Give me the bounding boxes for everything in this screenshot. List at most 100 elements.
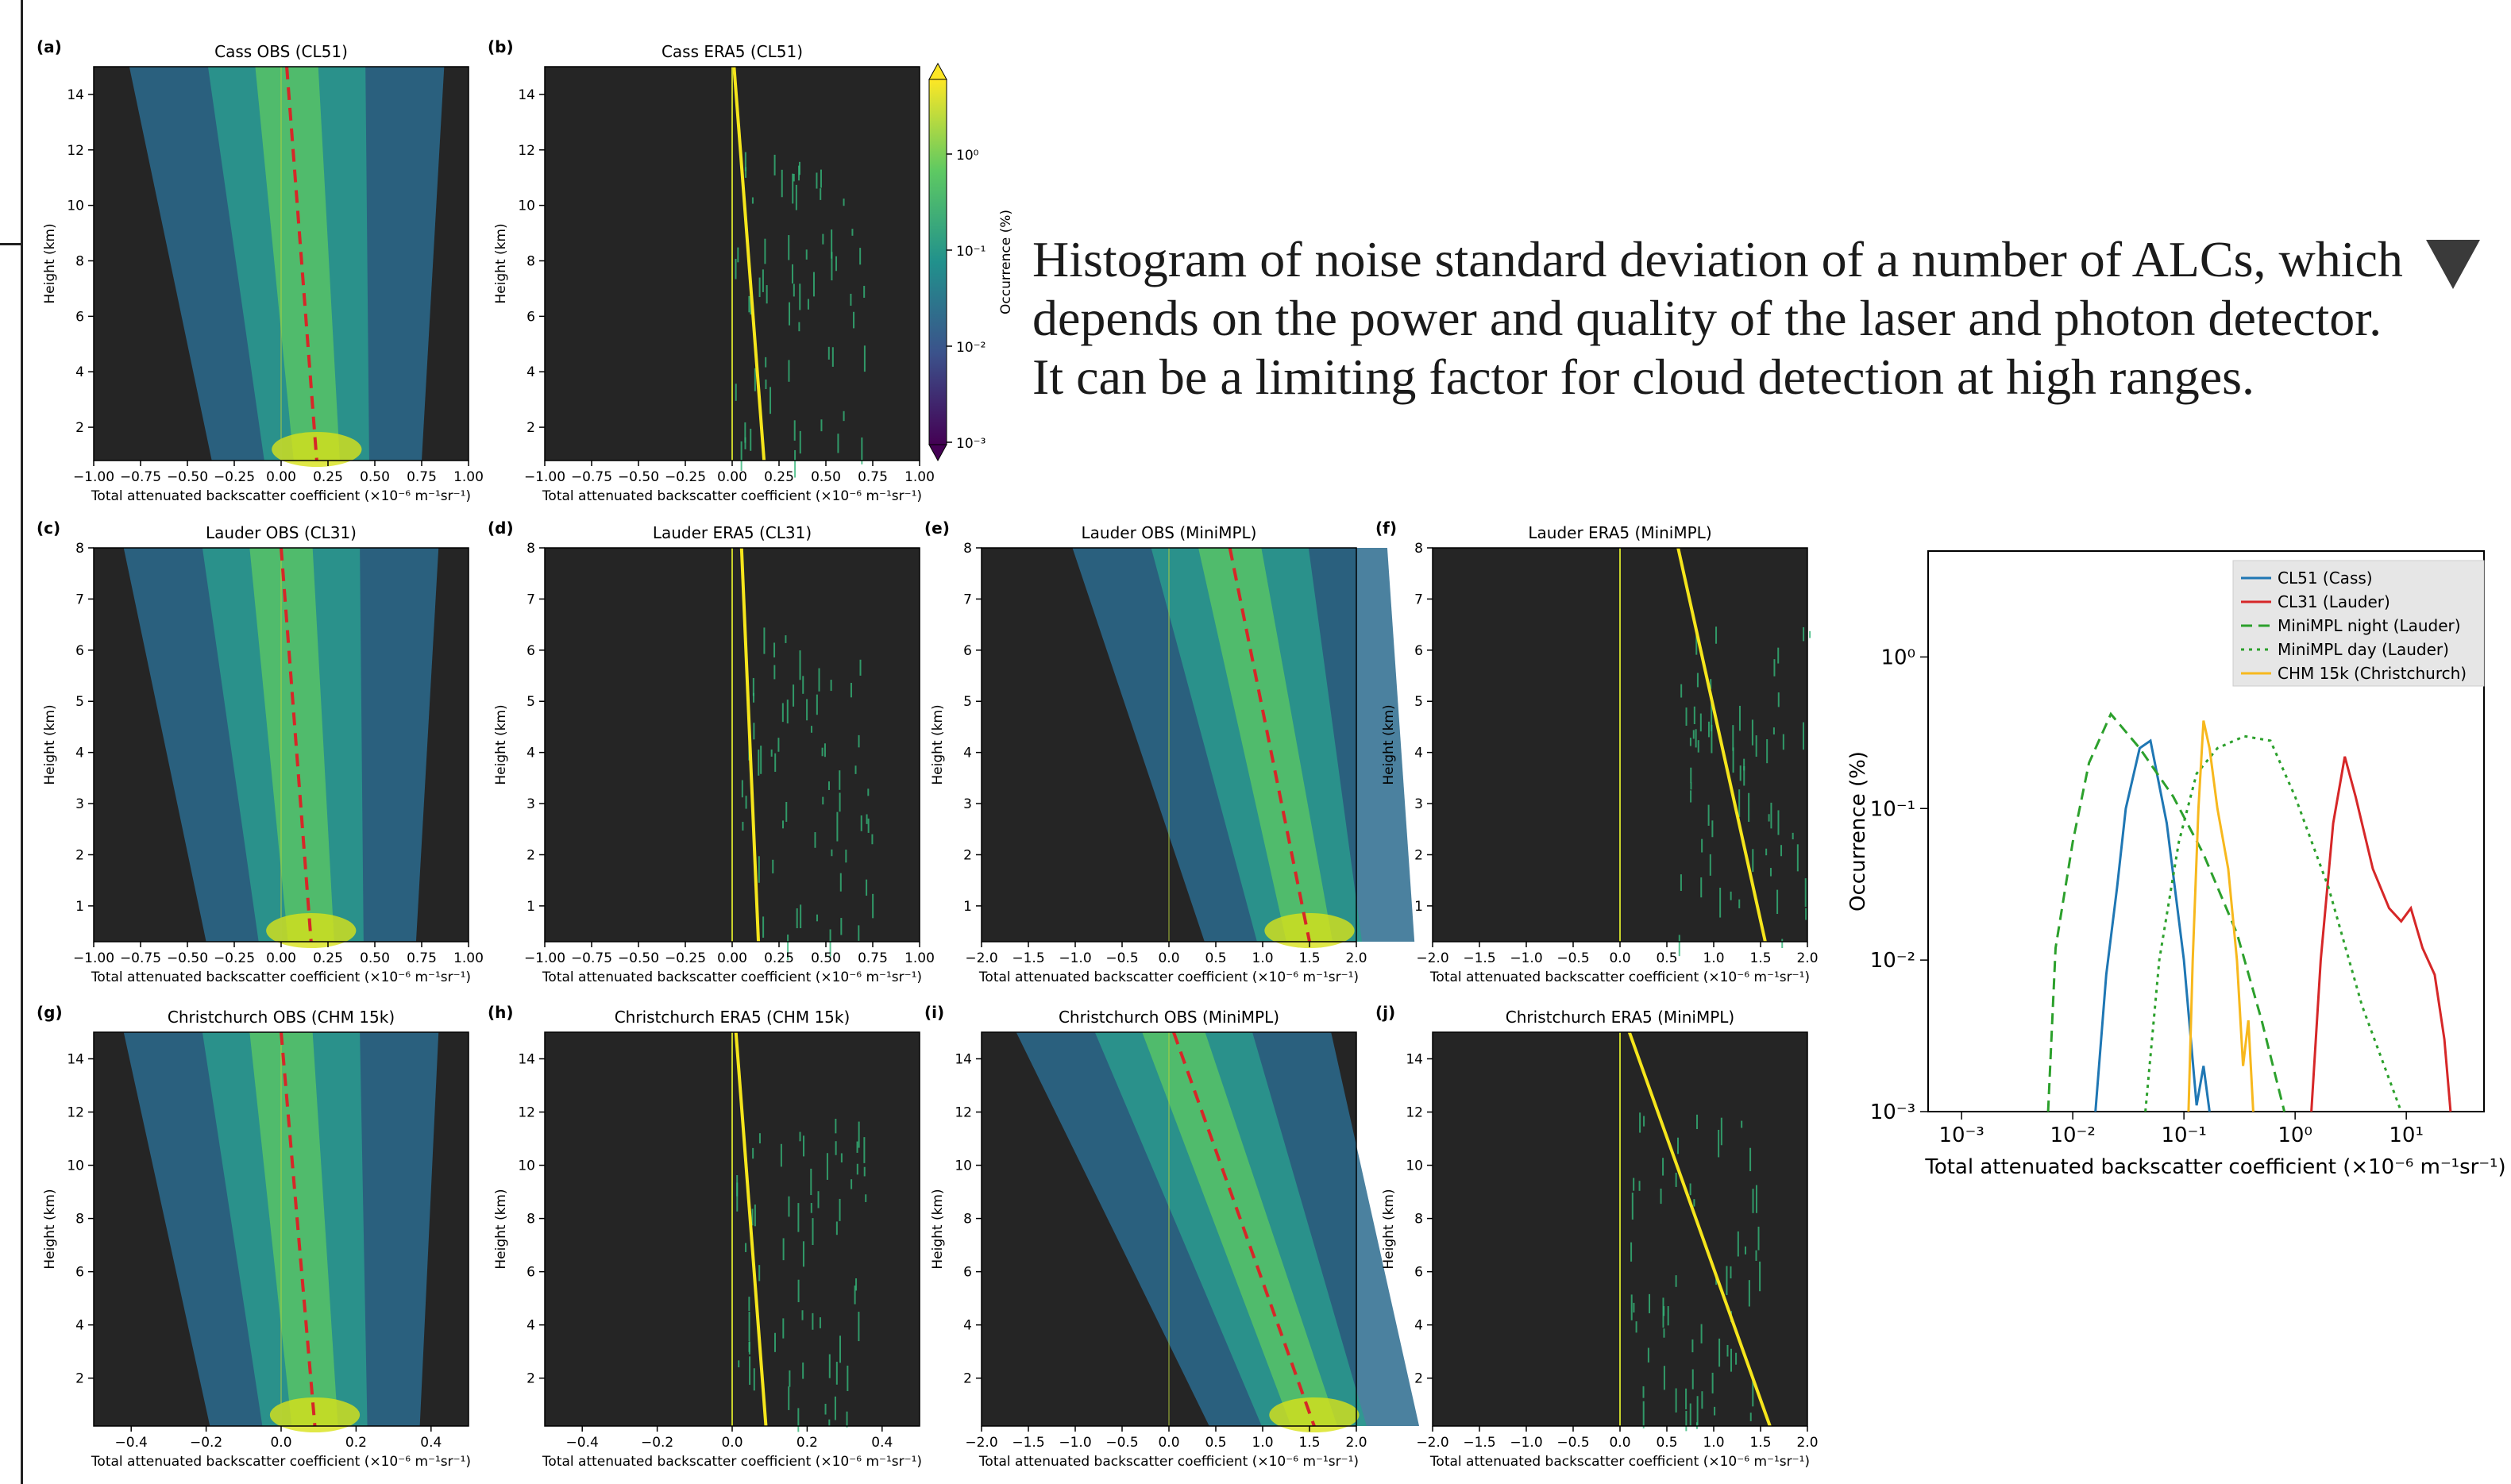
era-speck — [744, 152, 746, 172]
era-speck — [1701, 838, 1703, 853]
y-tick-label: 8 — [1414, 1212, 1423, 1228]
x-tick-label: −1.5 — [1463, 1435, 1495, 1451]
y-tick-label: 5 — [963, 694, 972, 710]
era-speck — [1772, 727, 1775, 735]
era-speck — [859, 659, 862, 676]
x-tick-label: −0.25 — [665, 950, 706, 966]
x-tick-label: −1.0 — [1059, 1435, 1091, 1451]
y-tick-label: 4 — [75, 746, 84, 761]
x-tick-label: 1.0 — [1252, 1435, 1273, 1451]
era-speck — [735, 258, 737, 279]
x-tick-label: −0.4 — [115, 1435, 148, 1451]
era-speck — [1695, 729, 1697, 748]
era-speck — [1781, 939, 1784, 948]
x-tick-label: 0.0 — [1609, 1435, 1630, 1451]
era-speck — [748, 1297, 750, 1311]
y-tick-label: 14 — [1406, 1052, 1423, 1068]
era-speck — [751, 197, 754, 204]
era-speck — [1720, 1117, 1722, 1146]
triangle-down-icon[interactable] — [2426, 240, 2480, 289]
era-speck — [1695, 630, 1698, 655]
era-speck — [803, 1135, 805, 1157]
era-speck — [824, 1403, 827, 1415]
era-speck — [1707, 804, 1710, 826]
era-speck — [1782, 734, 1784, 750]
era-speck — [1690, 782, 1692, 790]
era-speck — [1630, 1242, 1633, 1262]
x-tick-label: −0.50 — [167, 469, 208, 485]
y-tick-label: 12 — [67, 143, 84, 159]
era-speck — [782, 1318, 785, 1339]
density-core — [1142, 1032, 1337, 1426]
panel-title: Cass OBS (CL51) — [214, 42, 348, 61]
era-speck — [1700, 877, 1703, 898]
x-tick-label: −0.50 — [618, 950, 659, 966]
mean-line-dashed — [1228, 547, 1311, 942]
x-tick-label: 0.75 — [407, 950, 437, 966]
x-axis-label: Total attenuated backscatter coefficient… — [1429, 969, 1810, 985]
x-tick-label: 0.50 — [360, 469, 390, 485]
era-speck — [822, 796, 824, 805]
colorbar: 10⁰ 10⁻¹ 10⁻² 10⁻³ Occurrence (%) — [928, 62, 1014, 462]
era-speck — [799, 650, 801, 680]
x-tick-label: 0.0 — [270, 1435, 291, 1451]
panel-letter: (i) — [924, 1003, 944, 1022]
era-speck — [1796, 844, 1799, 872]
y-tick-label: 2 — [526, 1371, 535, 1387]
era-speck — [839, 1198, 841, 1221]
y-tick-label: 10 — [1406, 1158, 1423, 1174]
x-tick-label: 2.0 — [1345, 1435, 1367, 1451]
x-tick-label: 10⁻² — [2050, 1124, 2096, 1147]
panel-letter: (g) — [37, 1003, 63, 1022]
y-tick-label: 4 — [1414, 1318, 1423, 1334]
era-speck — [1751, 719, 1753, 746]
x-axis-label: Total attenuated backscatter coefficient… — [542, 969, 922, 985]
y-axis-label: Height (km) — [42, 704, 58, 784]
y-tick-label: 8 — [526, 254, 535, 270]
x-tick-label: −1.00 — [524, 469, 565, 485]
era-speck — [781, 703, 784, 723]
panel-d: −1.00 −0.75 −0.50 −0.25 0.00 0.25 0.50 0.75 1.00… — [488, 518, 935, 985]
series-line — [2310, 756, 2452, 1112]
era-speck — [835, 1362, 838, 1385]
y-tick-label: 10⁰ — [1880, 646, 1915, 669]
era-speck — [1675, 1275, 1677, 1287]
x-tick-label: −0.5 — [1105, 1435, 1138, 1451]
panel-letter: (b) — [488, 37, 514, 56]
colorbar-top-arrow — [928, 62, 947, 80]
era-speck — [1777, 810, 1780, 835]
era-speck — [800, 904, 802, 929]
era-speck — [843, 199, 845, 206]
era-speck — [812, 272, 815, 297]
x-tick-label: 0.00 — [266, 950, 296, 966]
x-axis-label: Total attenuated backscatter coefficient… — [91, 488, 471, 504]
panel-c: −1.00 −0.75 −0.50 −0.25 0.00 0.25 0.50 0.75 1.00… — [37, 518, 484, 985]
era-speck — [744, 437, 746, 449]
era-speck — [828, 1419, 831, 1426]
era-speck — [748, 1341, 750, 1355]
y-tick-label: 4 — [75, 1318, 84, 1334]
era-speck — [1768, 814, 1770, 822]
era-speck — [793, 684, 795, 707]
era-speck — [1732, 725, 1734, 751]
panel-title: Lauder ERA5 (CL31) — [653, 523, 812, 542]
era-speck — [835, 1119, 837, 1134]
y-axis-label: Height (km) — [493, 1189, 509, 1269]
era-speck — [861, 437, 863, 464]
era-speck — [856, 1141, 858, 1153]
era-speck — [788, 235, 790, 260]
era-speck — [1638, 1181, 1641, 1191]
x-tick-label: −0.75 — [571, 469, 612, 485]
era-speck — [794, 449, 796, 478]
y-tick-label: 1 — [963, 899, 972, 915]
era-speck — [1743, 766, 1745, 786]
era-speck — [785, 635, 787, 643]
era-speck — [1662, 1158, 1664, 1176]
x-axis-label: Total attenuated backscatter coefficient… — [542, 488, 922, 504]
era-speck — [799, 430, 801, 454]
x-tick-label: 2.0 — [1796, 950, 1818, 966]
era-speck — [863, 1137, 866, 1163]
era-speck — [836, 811, 839, 842]
x-tick-label: 1.00 — [904, 950, 935, 966]
era-speck — [1663, 1328, 1665, 1338]
